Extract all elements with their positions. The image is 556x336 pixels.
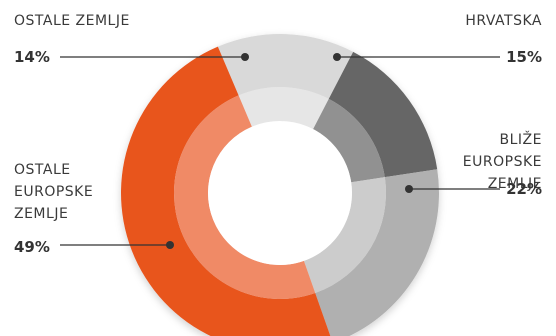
donut-hole bbox=[208, 121, 352, 265]
connector-dot-hrvatska bbox=[333, 53, 341, 61]
value-hrvatska: 15% bbox=[506, 48, 542, 66]
slice-inner-ostale-europske-zemlje bbox=[174, 95, 316, 299]
label-blize-line2: EUROPSKE bbox=[462, 154, 542, 170]
label-ostale-zemlje: OSTALE ZEMLJE bbox=[14, 10, 130, 32]
value-ostale-zemlje: 14% bbox=[14, 48, 50, 66]
label-blize-line1: BLIŽE bbox=[499, 132, 542, 148]
slice-outer-hrvatska bbox=[328, 51, 438, 178]
slice-inner-blize-europske-zemlje bbox=[303, 177, 386, 293]
slice-inner-hrvatska bbox=[313, 98, 385, 183]
slice-outer-ostale-europske-zemlje bbox=[121, 46, 331, 336]
label-ostale-europske-line3: ZEMLJE bbox=[14, 206, 69, 222]
slice-inner-ostale-zemlje bbox=[238, 87, 329, 130]
label-ostale-europske-zemlje: OSTALE EUROPSKE ZEMLJE bbox=[14, 159, 93, 225]
donut-rings bbox=[121, 33, 439, 336]
connector-dot-ostale-europske-zemlje bbox=[166, 241, 174, 249]
slice-outer-blize-europske-zemlje bbox=[315, 169, 439, 336]
label-ostale-europske-line2: EUROPSKE bbox=[14, 184, 94, 200]
label-blize-line3: ZEMLJE bbox=[487, 176, 542, 192]
slice-outer-ostale-zemlje bbox=[217, 33, 354, 99]
label-hrvatska-line1: HRVATSKA bbox=[465, 13, 542, 29]
value-ostale-europske-zemlje: 49% bbox=[14, 238, 50, 256]
label-blize-europske-zemlje: BLIŽE EUROPSKE ZEMLJE bbox=[463, 129, 542, 195]
label-ostale-europske-line1: OSTALE bbox=[14, 162, 71, 178]
label-ostale-zemlje-line1: OSTALE ZEMLJE bbox=[14, 13, 130, 29]
connector-dot-ostale-zemlje bbox=[241, 53, 249, 61]
label-hrvatska: HRVATSKA bbox=[465, 10, 542, 32]
value-blize-europske-zemlje: 22% bbox=[506, 180, 542, 198]
connector-dot-blize-europske-zemlje bbox=[405, 185, 413, 193]
